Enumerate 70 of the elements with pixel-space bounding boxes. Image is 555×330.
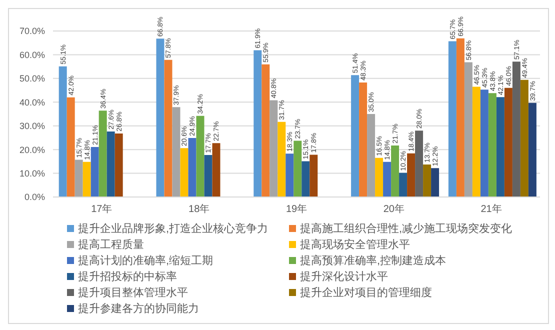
bar <box>278 122 286 197</box>
y-tick-label: 60.0% <box>19 50 45 60</box>
legend-label: 提高施工组织合理性,减少施工现场突发变化 <box>300 222 512 236</box>
y-tick-label: 0.0% <box>24 192 45 202</box>
bar <box>528 102 536 197</box>
legend-label: 提升企业对项目的管理细度 <box>300 286 432 300</box>
bar <box>496 97 504 197</box>
bar <box>106 132 115 197</box>
legend-label: 提高现场安全管理水平 <box>300 238 410 252</box>
bar <box>448 41 456 197</box>
x-tick-label: 20年 <box>383 203 404 216</box>
legend-label: 提升企业品牌形象,打造企业核心竞争力 <box>78 222 268 236</box>
legend-label: 提高计划的准确率,缩短工期 <box>78 254 214 268</box>
x-tick-label: 19年 <box>286 203 308 216</box>
bar <box>254 50 262 197</box>
bar <box>82 162 91 197</box>
bar <box>423 164 432 197</box>
legend-label: 提升招投标的中标率 <box>78 270 177 284</box>
bar <box>98 110 107 197</box>
bar <box>472 86 480 197</box>
bar <box>262 64 270 197</box>
bar <box>58 66 67 197</box>
legend-label: 提高预算准确率,控制建造成本 <box>300 254 446 268</box>
bar <box>456 38 464 197</box>
bar <box>399 172 408 197</box>
bar <box>90 146 99 197</box>
legend-label: 提升项目整体管理水平 <box>78 286 188 300</box>
bar <box>180 148 188 197</box>
bar <box>270 100 278 197</box>
bar <box>431 168 440 197</box>
legend-label: 提升参建各方的协同能力 <box>78 302 199 316</box>
bar <box>520 80 528 197</box>
bar <box>156 38 164 197</box>
y-tick-label: 20.0% <box>19 144 45 155</box>
bar <box>375 158 384 197</box>
y-tick-label: 50.0% <box>19 74 45 84</box>
x-tick-label: 18年 <box>188 203 210 216</box>
bar <box>74 160 83 197</box>
bar <box>488 93 496 197</box>
bar <box>464 62 472 197</box>
bar <box>480 90 488 197</box>
y-tick-label: 70.0% <box>19 26 45 36</box>
bar <box>383 162 392 197</box>
bar <box>302 161 310 197</box>
bar <box>310 154 318 197</box>
y-tick-label: 10.0% <box>19 168 45 178</box>
bar <box>504 88 512 197</box>
bar <box>196 116 204 197</box>
bar <box>212 143 220 197</box>
bar <box>359 82 368 197</box>
legend-label: 提高工程质量 <box>78 238 144 252</box>
bar <box>351 75 360 197</box>
bar <box>66 97 75 197</box>
y-tick-label: 40.0% <box>19 97 45 108</box>
bar <box>164 60 172 197</box>
bar <box>367 114 376 197</box>
bar <box>294 140 302 197</box>
y-tick-label: 30.0% <box>19 121 45 132</box>
bar <box>172 107 180 197</box>
bar <box>512 62 520 197</box>
bar <box>286 154 294 197</box>
bar <box>204 155 212 197</box>
bar <box>188 138 196 197</box>
bar <box>407 153 416 197</box>
bar <box>114 133 123 197</box>
x-tick-label: 17年 <box>91 203 112 216</box>
bar <box>391 146 400 197</box>
x-tick-label: 21年 <box>480 203 502 216</box>
legend-label: 提升深化设计水平 <box>300 270 388 284</box>
bar <box>415 130 424 197</box>
